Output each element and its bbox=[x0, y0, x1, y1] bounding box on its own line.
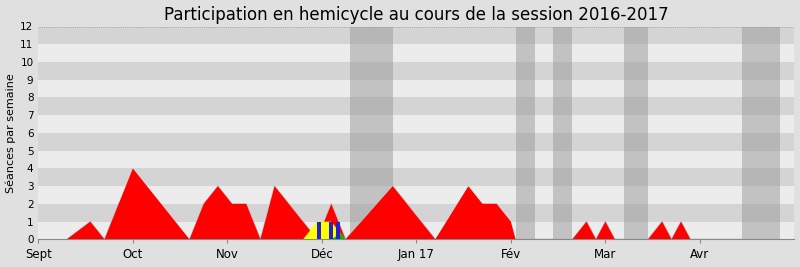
Title: Participation en hemicycle au cours de la session 2016-2017: Participation en hemicycle au cours de l… bbox=[164, 6, 669, 23]
Bar bbox=[554, 26, 572, 239]
Y-axis label: Séances par semaine: Séances par semaine bbox=[6, 73, 16, 193]
Bar bbox=[38, 133, 794, 151]
Bar bbox=[38, 168, 794, 186]
Bar bbox=[38, 115, 794, 133]
Bar bbox=[336, 222, 340, 239]
Bar bbox=[38, 186, 794, 204]
Bar bbox=[38, 151, 794, 168]
Bar bbox=[38, 26, 794, 44]
Bar bbox=[38, 97, 794, 115]
Bar bbox=[317, 222, 321, 239]
Bar bbox=[742, 26, 780, 239]
Bar bbox=[516, 26, 534, 239]
Bar bbox=[38, 62, 794, 80]
Bar bbox=[38, 80, 794, 97]
Bar bbox=[38, 204, 794, 222]
Bar bbox=[350, 26, 393, 239]
Bar bbox=[329, 222, 334, 239]
Bar bbox=[38, 222, 794, 239]
Bar bbox=[624, 26, 648, 239]
Bar bbox=[38, 44, 794, 62]
